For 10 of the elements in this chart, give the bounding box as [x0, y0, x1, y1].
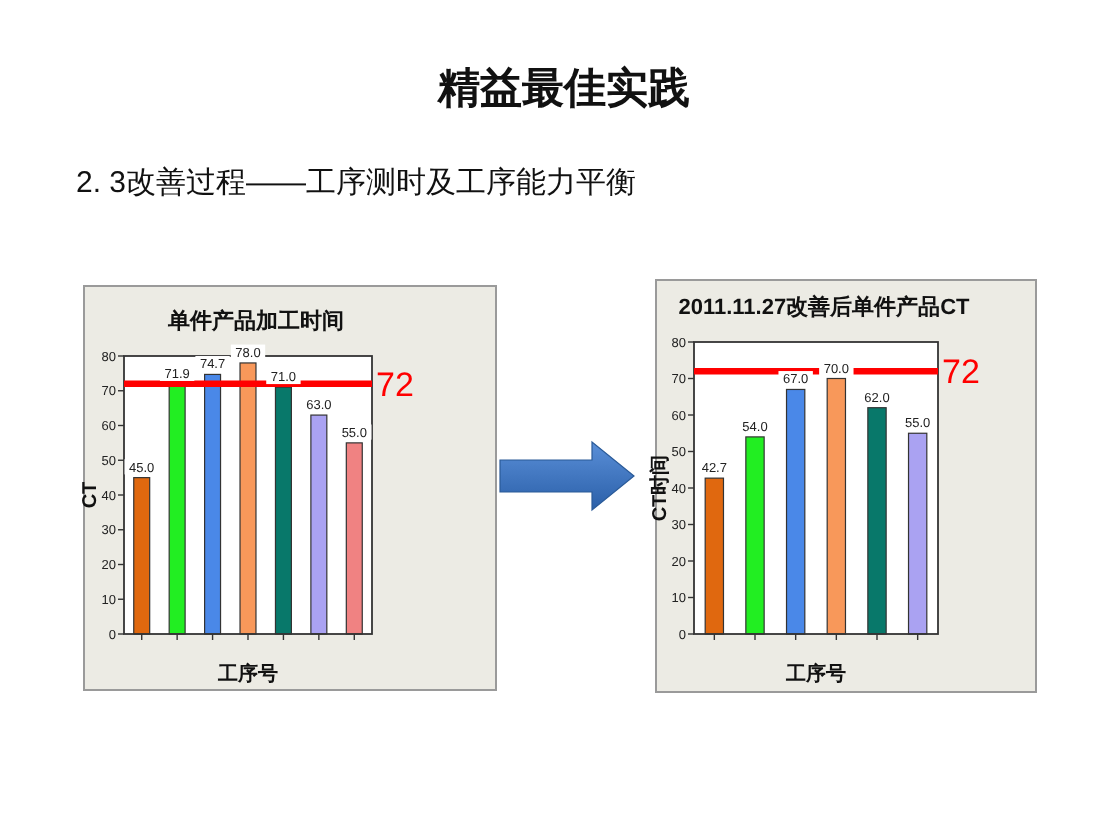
text: 2. 3改善过程——工序测时及工序能力平衡: [76, 166, 637, 200]
y-axis-title: CT: [80, 481, 102, 509]
chart-title: 单件产品加工时间: [166, 308, 344, 334]
ref-line-label: 72: [376, 365, 414, 404]
text: 精益最佳实践: [436, 64, 690, 112]
x-axis-title: 工序号: [216, 662, 278, 686]
x-axis-title: 工序号: [784, 662, 846, 686]
chart-title: 2011.11.27改善后单件产品CT: [678, 294, 971, 320]
y-axis-title: CT时间: [648, 454, 672, 522]
ref-line-label: 72: [942, 353, 980, 392]
